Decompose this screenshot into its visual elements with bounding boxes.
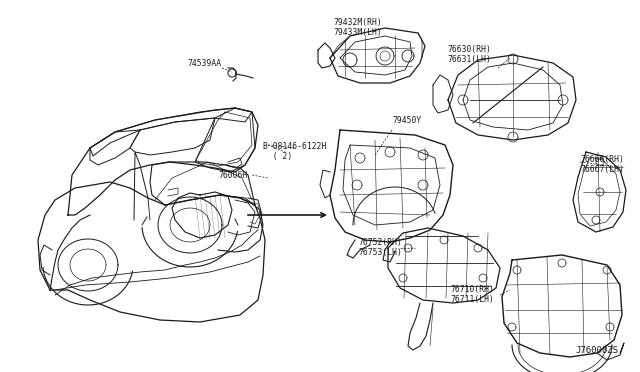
Text: 76710(RH)
76711(LH): 76710(RH) 76711(LH) [450,285,494,304]
Text: 79432M(RH)
79433M(LH): 79432M(RH) 79433M(LH) [333,18,381,38]
Text: 76752(RH)
76753(LH): 76752(RH) 76753(LH) [358,238,402,257]
Text: J76000ZS: J76000ZS [575,346,618,355]
Text: 76630(RH)
76631(LH): 76630(RH) 76631(LH) [447,45,491,64]
Text: 79450Y: 79450Y [392,116,421,125]
Text: B 08146-6122H
  ( 2): B 08146-6122H ( 2) [263,142,326,161]
Text: 76666(RH)
76667(LH): 76666(RH) 76667(LH) [580,155,624,174]
Text: 74539AA: 74539AA [188,59,222,68]
Text: 76006H: 76006H [219,170,248,180]
